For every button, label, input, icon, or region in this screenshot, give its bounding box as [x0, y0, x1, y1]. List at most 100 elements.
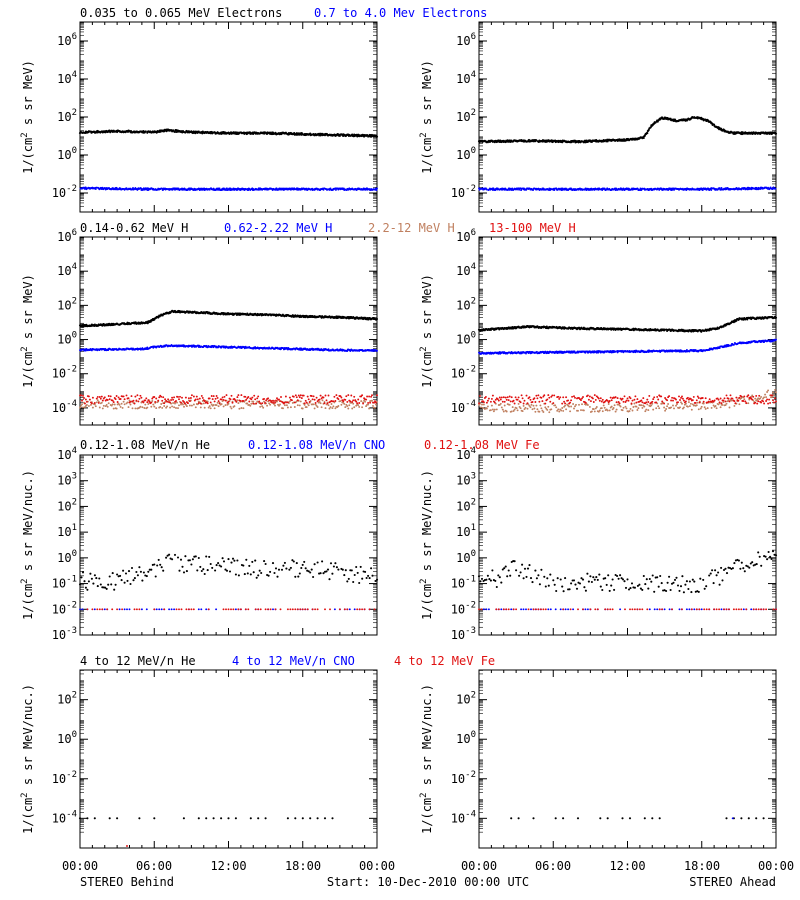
data-point	[233, 405, 236, 408]
data-point	[81, 403, 83, 406]
x-tick-label: 00:00	[62, 859, 98, 873]
data-point	[221, 396, 224, 399]
data-point	[169, 406, 172, 409]
legend-row4-item1: 4 to 12 MeV/n He	[80, 654, 196, 668]
data-point	[332, 405, 335, 408]
data-point	[347, 407, 350, 410]
data-point	[112, 401, 115, 404]
data-point	[100, 395, 103, 398]
data-point	[82, 406, 84, 409]
data-point	[188, 404, 191, 407]
y-tick-exponent: 6	[72, 228, 77, 238]
data-point	[361, 406, 364, 409]
data-point	[215, 404, 218, 407]
data-point	[331, 407, 334, 410]
data-point	[269, 403, 272, 406]
data-point	[173, 406, 176, 409]
x-tick-label: 00:00	[758, 859, 794, 873]
data-point	[199, 406, 202, 409]
data-point	[180, 401, 182, 404]
footer-start-time: Start: 10-Dec-2010 00:00 UTC	[327, 875, 529, 889]
data-point	[144, 130, 147, 133]
data-point	[361, 394, 364, 397]
y-tick-exponent: -2	[465, 184, 476, 194]
data-point	[307, 398, 310, 401]
data-point	[134, 407, 137, 410]
data-point	[282, 407, 284, 410]
data-point	[185, 405, 188, 408]
data-point	[275, 399, 277, 402]
data-point	[286, 406, 289, 409]
data-point	[88, 398, 91, 401]
data-point	[367, 403, 370, 406]
data-point	[183, 405, 185, 408]
data-point	[274, 404, 276, 407]
data-point	[216, 396, 219, 399]
data-point	[178, 404, 180, 407]
x-tick-label: 12:00	[210, 859, 246, 873]
data-point	[157, 399, 160, 402]
data-point	[132, 399, 135, 402]
data-point	[364, 400, 367, 403]
data-point	[173, 130, 177, 133]
data-point	[235, 400, 238, 403]
data-point	[138, 397, 141, 400]
data-point	[155, 407, 158, 410]
y-axis-label-rest: s sr MeV)	[21, 274, 35, 346]
data-point	[146, 406, 149, 409]
data-point	[271, 399, 274, 402]
data-point	[122, 400, 125, 403]
data-point	[184, 396, 187, 399]
data-point	[376, 349, 378, 352]
data-point	[327, 404, 330, 407]
data-point	[288, 396, 291, 399]
data-point	[296, 404, 299, 407]
y-axis-label: 1/(cm2 s sr MeV)	[20, 60, 35, 174]
data-point	[710, 189, 713, 191]
data-point	[177, 407, 179, 410]
data-point	[240, 394, 243, 397]
y-tick-exponent: -2	[66, 184, 77, 194]
data-point	[100, 401, 103, 404]
data-point	[345, 189, 348, 192]
data-point	[253, 394, 256, 397]
data-point	[162, 396, 165, 399]
data-point	[213, 407, 216, 410]
data-point	[230, 407, 233, 410]
data-point	[127, 397, 130, 400]
data-point	[179, 395, 181, 398]
data-point	[194, 398, 197, 401]
data-point	[360, 400, 363, 403]
data-point	[109, 395, 112, 398]
data-point	[91, 406, 94, 409]
data-point	[372, 404, 374, 407]
data-point	[203, 406, 206, 409]
data-point	[172, 398, 175, 401]
data-point	[166, 400, 169, 403]
legend-row3-item2: 0.12-1.08 MeV/n CNO	[248, 438, 385, 452]
data-point	[171, 396, 174, 399]
data-point	[344, 406, 347, 409]
data-point	[98, 406, 101, 409]
data-point	[240, 407, 243, 409]
x-tick-label: 06:00	[535, 859, 571, 873]
data-point	[85, 403, 88, 406]
data-point	[376, 394, 378, 397]
data-point	[274, 401, 276, 404]
data-point	[224, 399, 227, 402]
data-point	[376, 187, 378, 190]
data-point	[175, 407, 177, 409]
data-point	[131, 407, 134, 410]
data-point	[345, 395, 348, 398]
y-tick-exponent: 4	[72, 262, 77, 272]
data-point	[311, 398, 314, 401]
x-tick-label: 18:00	[684, 859, 720, 873]
data-point	[208, 405, 211, 408]
data-point	[91, 396, 94, 399]
data-point	[134, 395, 137, 398]
legend-row2-item2: 0.62-2.22 MeV H	[224, 221, 332, 235]
data-point	[135, 399, 138, 402]
data-point	[283, 401, 286, 404]
